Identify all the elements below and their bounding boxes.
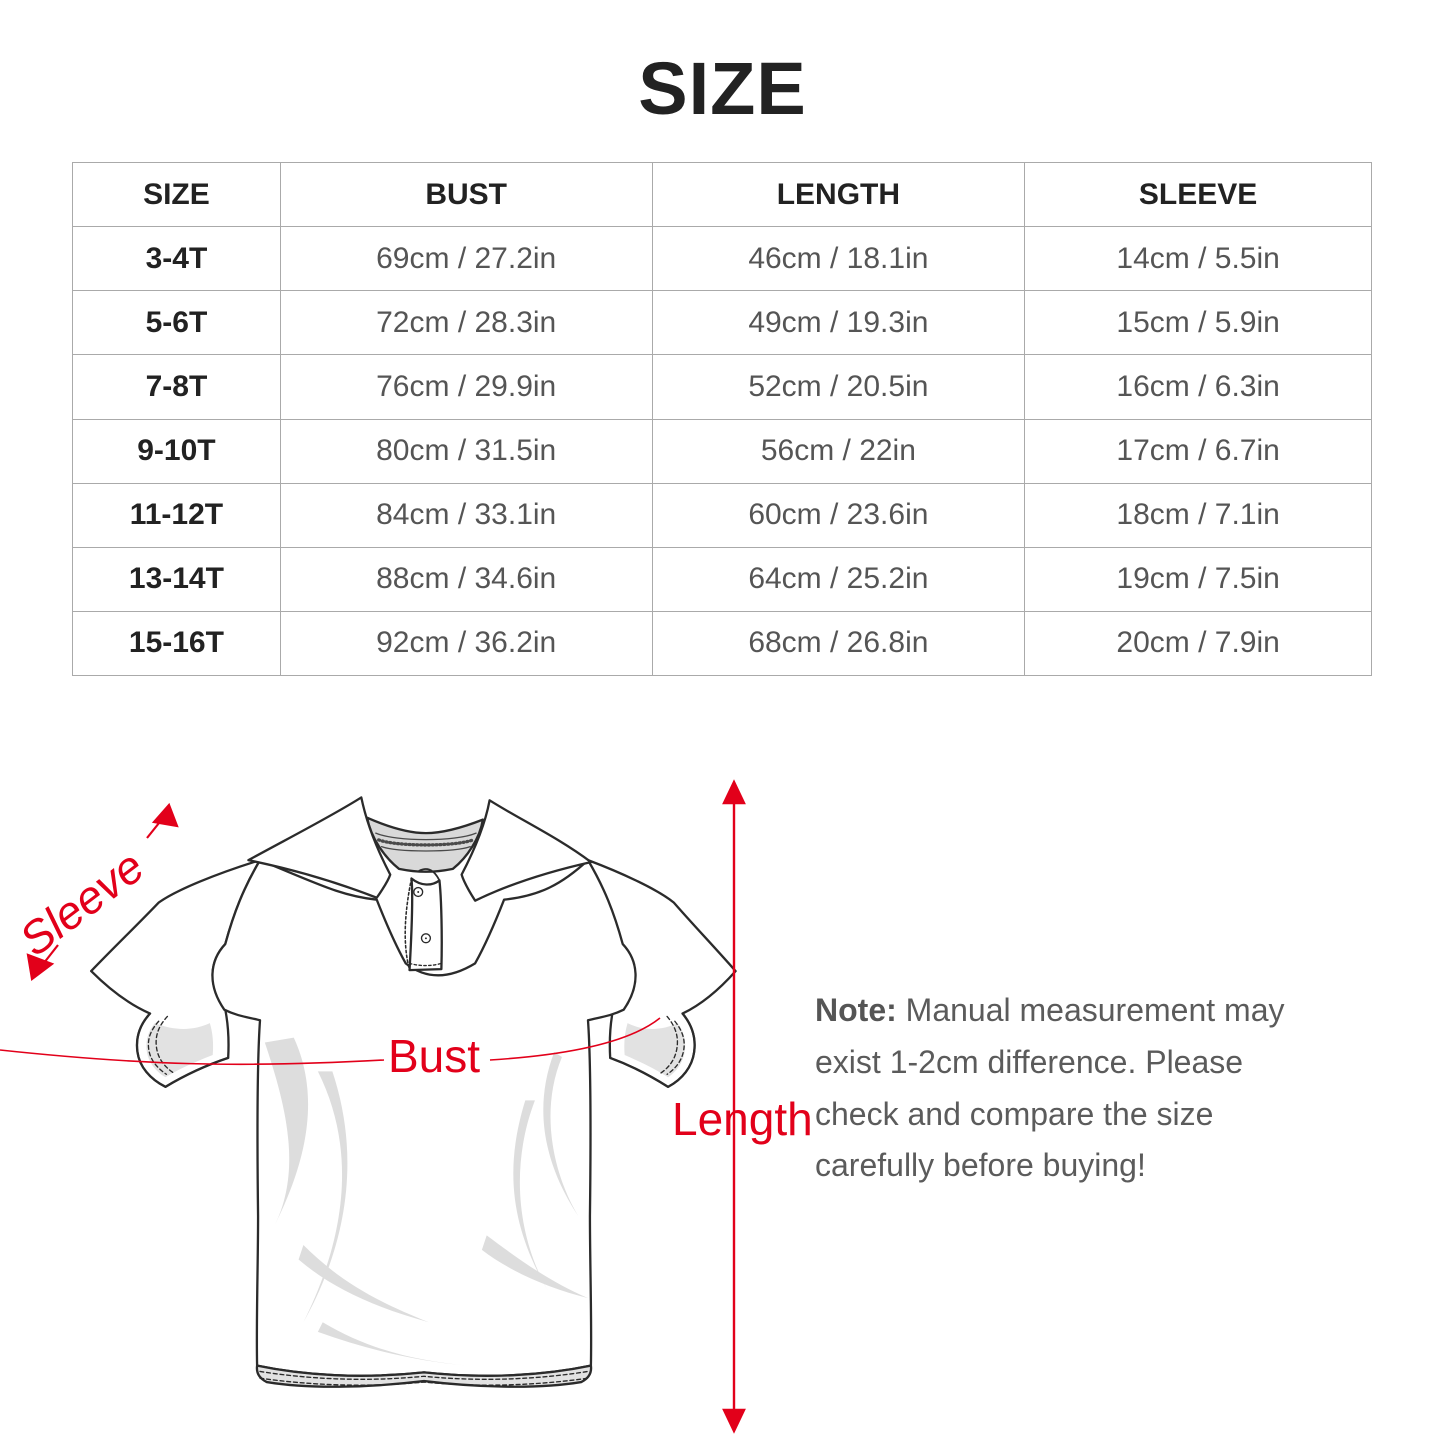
svg-text:Length: Length [672, 1093, 813, 1145]
svg-text:Sleeve: Sleeve [10, 840, 154, 966]
svg-text:Bust: Bust [388, 1030, 480, 1082]
